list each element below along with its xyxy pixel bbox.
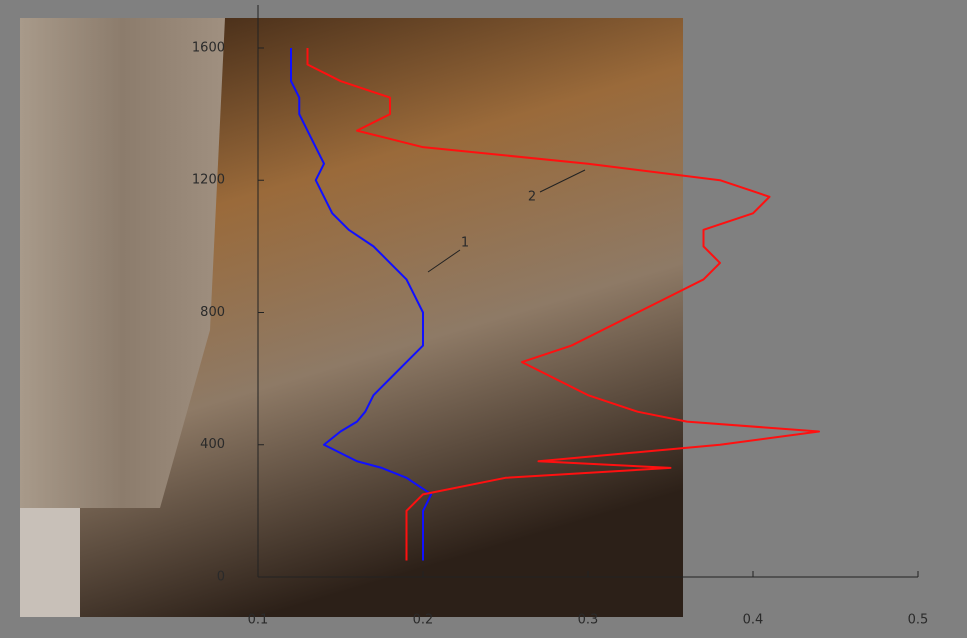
series-label: 2 <box>528 190 536 205</box>
x-tick-label: 0.1 <box>248 613 269 628</box>
x-tick-label: 0.3 <box>578 613 599 628</box>
photo-corner <box>20 508 80 617</box>
x-tick-label: 0.4 <box>743 613 764 628</box>
y-tick-label: 800 <box>200 305 225 320</box>
x-tick-label: 0.2 <box>413 613 434 628</box>
y-tick-label: 1200 <box>192 173 225 188</box>
chart: 0.1 0.2 0.3 0.4 0.5 0 400 800 1200 1600 1 2 <box>0 0 967 638</box>
y-tick-label: 1600 <box>192 40 225 55</box>
x-tick-label: 0.5 <box>908 613 929 628</box>
y-tick-label: 400 <box>200 437 225 452</box>
y-tick-label: 0 <box>217 570 225 585</box>
series-label: 1 <box>461 236 469 251</box>
